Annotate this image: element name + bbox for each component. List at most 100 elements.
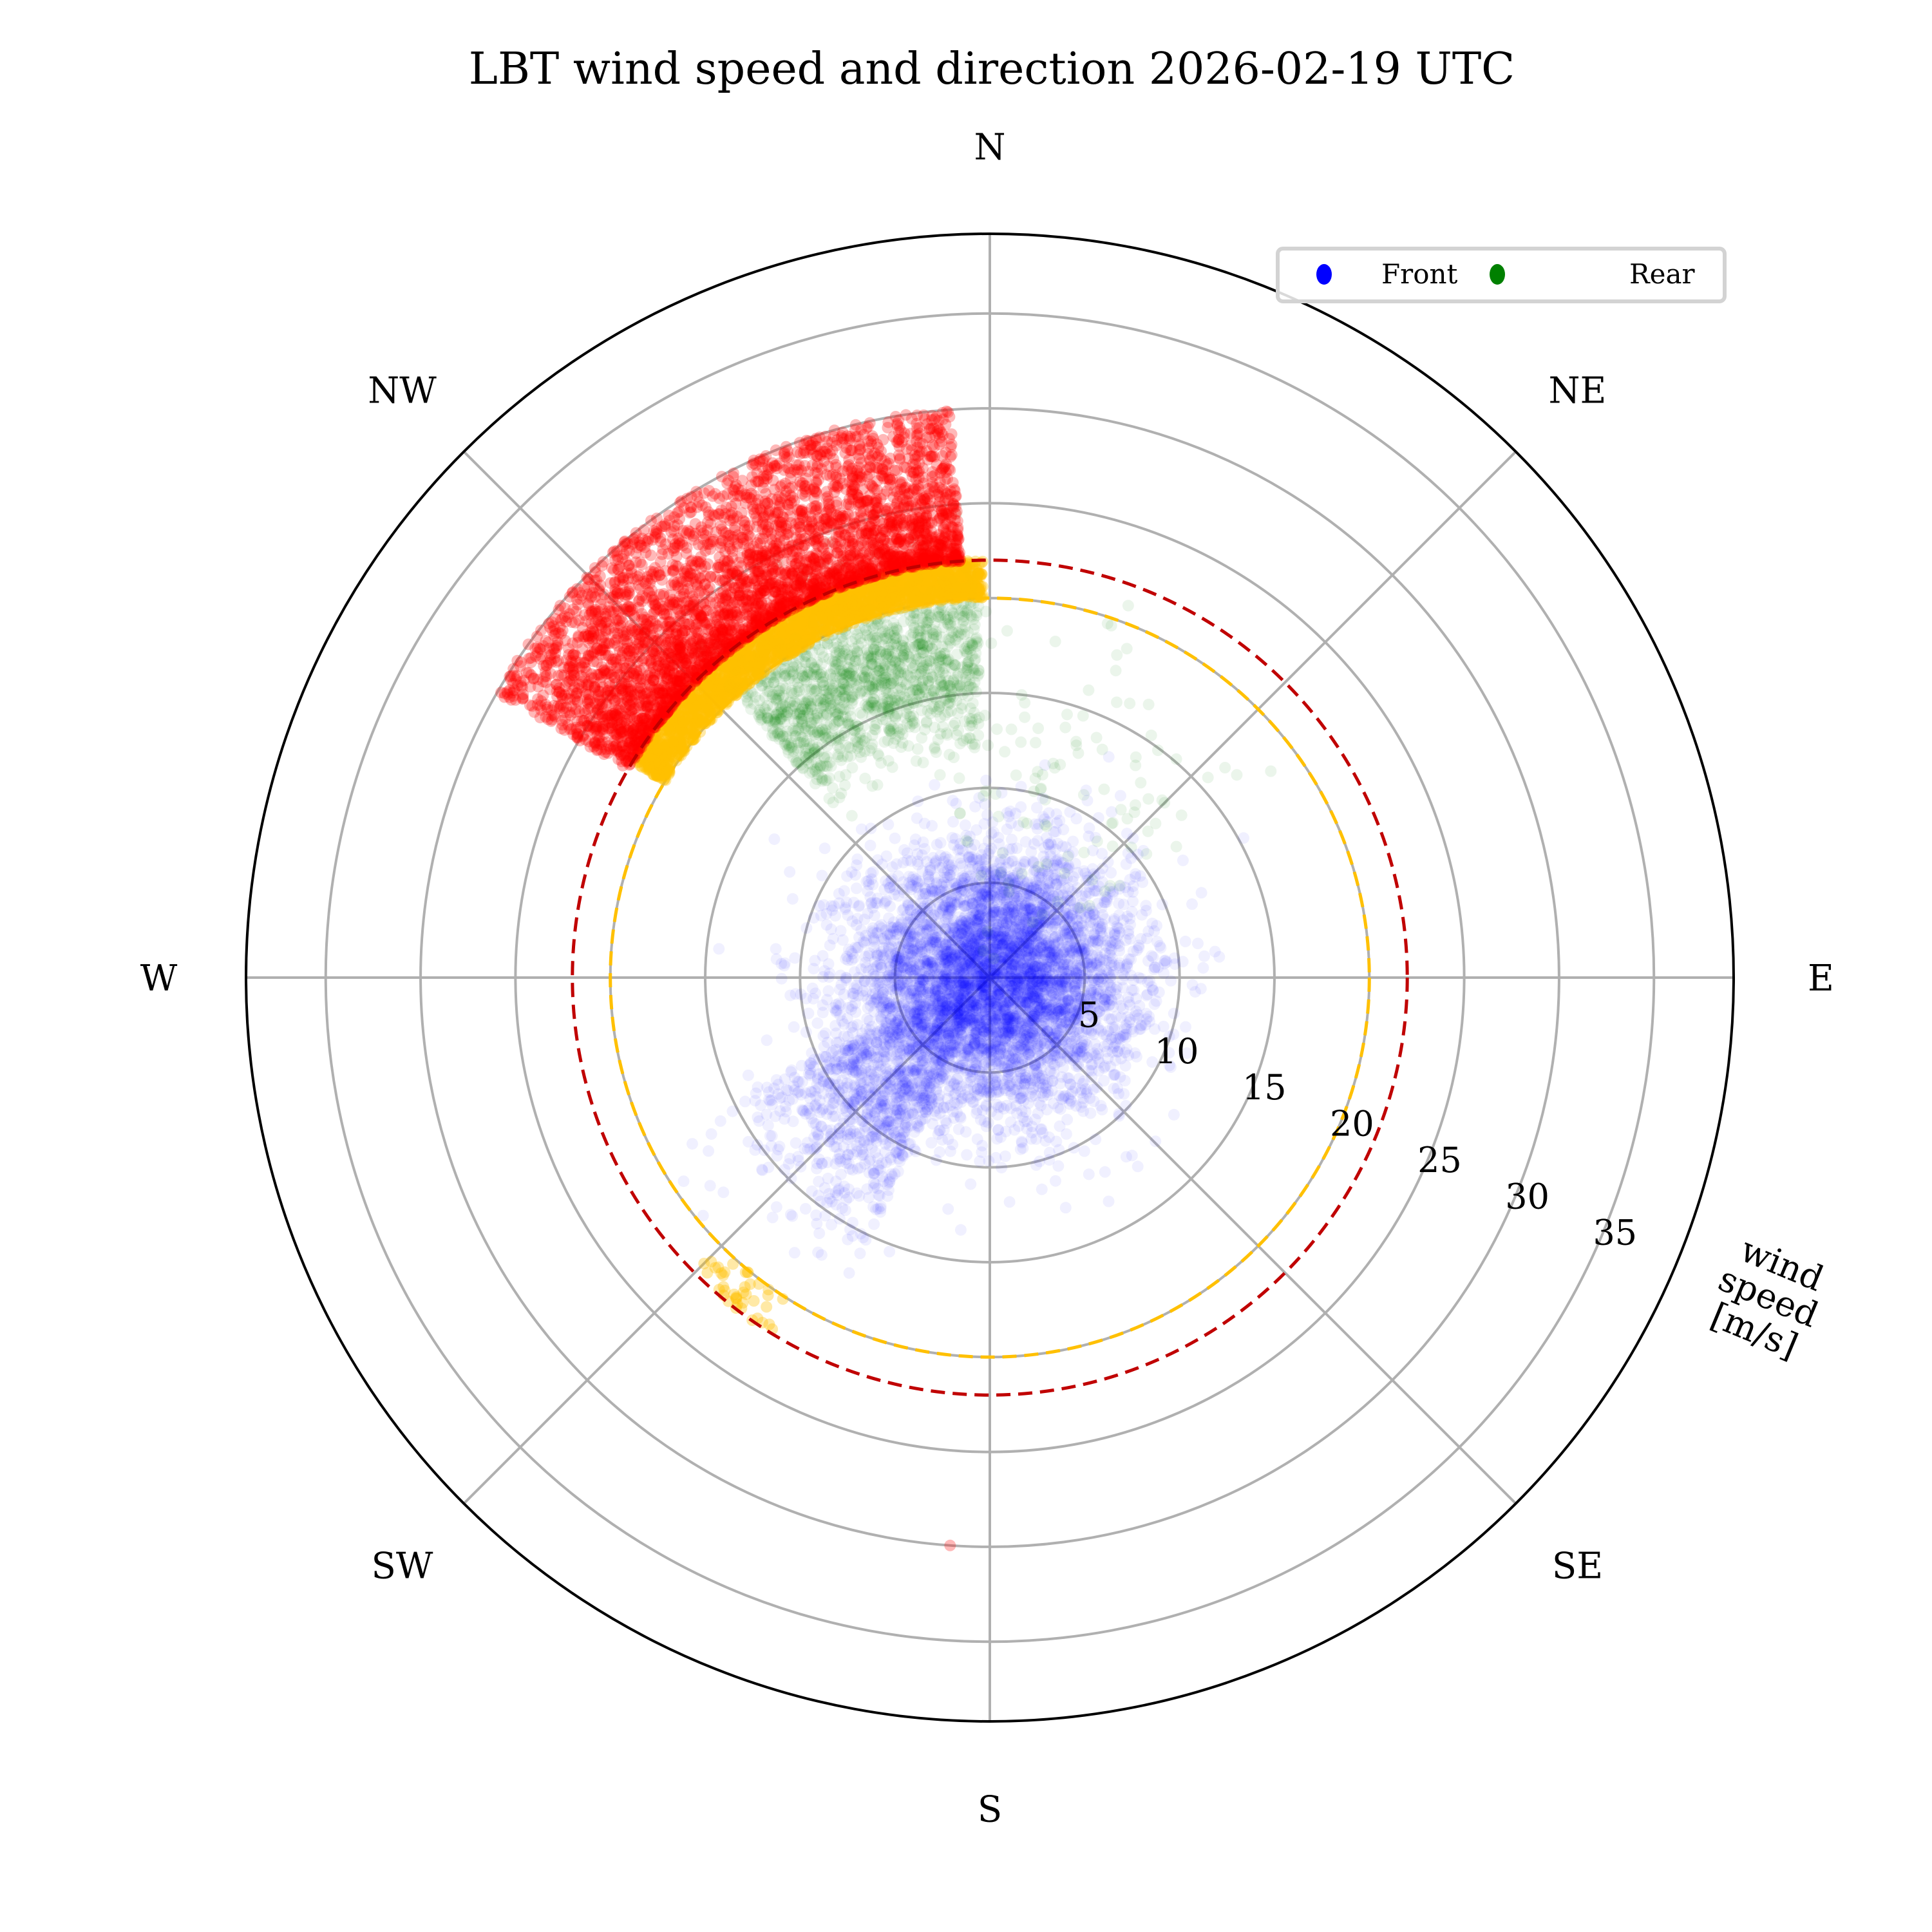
point-front xyxy=(907,954,920,966)
point-front xyxy=(1010,918,1023,930)
point-front xyxy=(975,915,987,927)
point-front xyxy=(1085,1059,1097,1071)
point-front xyxy=(806,982,819,994)
point-front xyxy=(1049,931,1061,943)
point-front xyxy=(1019,1069,1032,1081)
point-front xyxy=(945,1019,957,1032)
point-front xyxy=(1095,969,1108,981)
point-front xyxy=(1132,1160,1144,1173)
point-front xyxy=(999,1062,1011,1074)
point-front xyxy=(1010,943,1022,956)
point-front xyxy=(1023,1074,1035,1086)
point-front xyxy=(1048,1008,1061,1019)
point-front xyxy=(949,922,961,934)
point-front xyxy=(784,866,796,878)
point-front xyxy=(1059,1202,1072,1214)
point-front xyxy=(936,886,947,898)
point-front xyxy=(1087,917,1099,929)
point-front xyxy=(1053,974,1065,986)
point-front xyxy=(851,859,863,871)
point-front xyxy=(1043,1131,1055,1143)
point-front xyxy=(819,842,831,855)
point-front xyxy=(1030,927,1042,939)
point-front xyxy=(1062,994,1074,1007)
point-front xyxy=(996,916,1008,929)
point-front xyxy=(1030,1059,1042,1072)
point-front xyxy=(977,994,989,1006)
point-front xyxy=(941,994,953,1006)
point-front xyxy=(1043,999,1055,1010)
point-front xyxy=(994,951,1007,963)
point-front xyxy=(979,1005,991,1018)
point-front xyxy=(1073,942,1085,954)
point-front xyxy=(1083,822,1095,834)
point-front xyxy=(1050,975,1062,987)
point-front xyxy=(1061,940,1074,952)
point-front xyxy=(1028,882,1040,894)
point-front xyxy=(1046,1050,1059,1062)
point-front xyxy=(911,938,923,950)
point-front xyxy=(989,941,1001,953)
point-front xyxy=(931,999,943,1011)
point-front xyxy=(1197,961,1209,974)
point-front xyxy=(1090,959,1103,971)
point-front xyxy=(949,1009,961,1021)
point-front xyxy=(969,1006,981,1018)
point-front xyxy=(980,981,992,994)
point-front xyxy=(1023,1041,1035,1053)
point-front xyxy=(848,896,860,909)
point-front xyxy=(1112,1032,1124,1045)
point-front xyxy=(1050,914,1062,927)
point-front xyxy=(964,1009,976,1021)
point-front xyxy=(1113,945,1126,957)
point-front xyxy=(864,947,876,959)
point-front xyxy=(990,914,1003,927)
point-front xyxy=(1071,882,1083,894)
point-front xyxy=(807,992,819,1005)
point-front xyxy=(1033,936,1045,948)
point-front xyxy=(1084,1107,1097,1119)
point-front xyxy=(1047,955,1059,967)
point-front xyxy=(1006,1037,1018,1048)
point-front xyxy=(908,970,920,982)
point-front xyxy=(898,903,910,915)
point-front xyxy=(1014,958,1027,970)
point-front xyxy=(1045,989,1057,1001)
point-front xyxy=(916,1087,928,1099)
point-front xyxy=(788,1021,800,1033)
point-front xyxy=(1003,1196,1016,1208)
point-front xyxy=(864,839,876,851)
point-front xyxy=(1025,971,1037,983)
point-front xyxy=(1018,1037,1030,1049)
point-front xyxy=(1148,963,1160,976)
point-front xyxy=(1004,1077,1016,1090)
point-front xyxy=(1005,1027,1018,1039)
point-front xyxy=(1039,1086,1052,1099)
point-front xyxy=(934,907,946,919)
point-front xyxy=(1151,920,1162,932)
point-front xyxy=(1058,1003,1070,1015)
point-front xyxy=(902,976,913,988)
point-front xyxy=(1117,898,1130,911)
point-front xyxy=(1001,1015,1014,1027)
point-front xyxy=(980,1099,992,1112)
point-front xyxy=(882,1003,894,1015)
point-front xyxy=(1075,945,1088,958)
point-front xyxy=(1061,1113,1074,1126)
point-front xyxy=(1195,887,1208,899)
point-front xyxy=(1045,1003,1057,1016)
point-front xyxy=(951,1079,963,1092)
point-front xyxy=(961,942,974,954)
point-front xyxy=(970,933,982,945)
point-front xyxy=(916,936,929,949)
point-front xyxy=(985,934,998,946)
point-front xyxy=(940,1115,952,1127)
point-front xyxy=(886,861,898,873)
point-front xyxy=(1088,885,1100,897)
point-front xyxy=(1066,875,1079,887)
point-front xyxy=(979,912,991,924)
point-front xyxy=(1011,1052,1023,1064)
point-front xyxy=(936,1021,948,1034)
point-front xyxy=(1015,801,1027,813)
point-front xyxy=(906,1063,918,1075)
